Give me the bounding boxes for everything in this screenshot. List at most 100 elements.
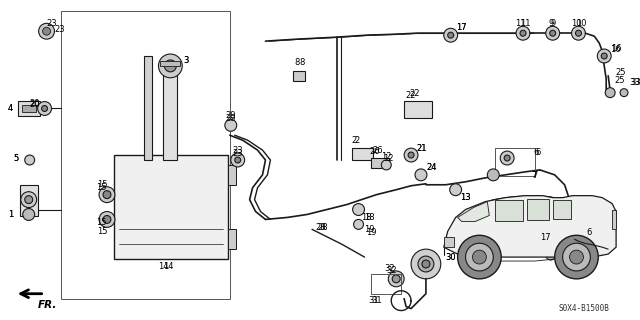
Text: 3: 3 xyxy=(183,56,189,66)
Text: 21: 21 xyxy=(416,144,426,153)
Bar xyxy=(114,155,228,259)
Circle shape xyxy=(353,204,365,215)
Text: 6: 6 xyxy=(533,148,538,156)
Text: 32: 32 xyxy=(385,264,395,274)
Text: 30: 30 xyxy=(445,252,456,261)
Text: 7: 7 xyxy=(586,251,592,260)
Circle shape xyxy=(25,155,35,165)
Circle shape xyxy=(404,148,418,162)
Text: 26: 26 xyxy=(369,147,380,156)
Text: 13: 13 xyxy=(460,193,470,202)
Polygon shape xyxy=(444,196,616,257)
Polygon shape xyxy=(458,202,490,221)
Text: S0X4-B1500B: S0X4-B1500B xyxy=(559,304,610,313)
Text: 7: 7 xyxy=(532,171,538,180)
Text: 6: 6 xyxy=(586,228,592,237)
Circle shape xyxy=(38,101,51,116)
Text: 5: 5 xyxy=(14,154,19,163)
Text: 2: 2 xyxy=(354,136,359,145)
Text: 13: 13 xyxy=(460,193,470,202)
Circle shape xyxy=(164,60,176,72)
Circle shape xyxy=(99,212,115,227)
Circle shape xyxy=(415,169,427,181)
Text: 16: 16 xyxy=(611,44,622,52)
Circle shape xyxy=(465,243,493,271)
Circle shape xyxy=(556,234,570,248)
Text: 28: 28 xyxy=(317,223,328,232)
Text: 27: 27 xyxy=(540,213,550,222)
Circle shape xyxy=(504,155,510,161)
Bar xyxy=(22,105,36,112)
Circle shape xyxy=(620,89,628,97)
Text: 15: 15 xyxy=(96,183,107,192)
Text: 15: 15 xyxy=(97,180,108,189)
Text: 24: 24 xyxy=(426,164,436,172)
Bar xyxy=(18,100,40,116)
Bar xyxy=(527,199,548,220)
Circle shape xyxy=(550,30,556,36)
Circle shape xyxy=(570,250,584,264)
Bar xyxy=(228,165,236,185)
Text: 20: 20 xyxy=(29,99,40,108)
Bar xyxy=(163,66,177,160)
Text: 5: 5 xyxy=(14,154,19,163)
Circle shape xyxy=(572,26,586,40)
Circle shape xyxy=(225,119,237,131)
Text: 22: 22 xyxy=(409,89,420,98)
Text: 1: 1 xyxy=(8,210,13,219)
Bar xyxy=(61,12,230,299)
Text: 18: 18 xyxy=(365,213,375,222)
Text: 24: 24 xyxy=(426,164,436,172)
Bar xyxy=(293,71,305,81)
Circle shape xyxy=(532,226,538,232)
Circle shape xyxy=(487,169,499,181)
Text: 9: 9 xyxy=(551,19,556,28)
Circle shape xyxy=(559,238,566,244)
Circle shape xyxy=(99,187,115,203)
Circle shape xyxy=(42,106,47,111)
Circle shape xyxy=(458,235,501,279)
Circle shape xyxy=(43,27,51,35)
Bar xyxy=(550,229,589,257)
Circle shape xyxy=(444,28,458,42)
Circle shape xyxy=(354,220,364,229)
Text: 27: 27 xyxy=(540,213,550,222)
Circle shape xyxy=(529,204,541,215)
Text: 4: 4 xyxy=(8,104,13,113)
Text: 14: 14 xyxy=(163,262,174,271)
Text: 7: 7 xyxy=(586,251,592,260)
Text: 31: 31 xyxy=(371,296,382,305)
Circle shape xyxy=(418,256,434,272)
Bar xyxy=(553,200,570,220)
Circle shape xyxy=(520,30,526,36)
Text: 25: 25 xyxy=(614,76,625,85)
Circle shape xyxy=(448,32,454,38)
Circle shape xyxy=(381,160,391,170)
Text: 18: 18 xyxy=(362,213,372,222)
Text: 17: 17 xyxy=(456,23,467,32)
Text: 8: 8 xyxy=(294,59,300,68)
Text: 1: 1 xyxy=(8,210,13,219)
Text: 26: 26 xyxy=(372,146,383,155)
Text: 25: 25 xyxy=(615,68,626,77)
Text: 17: 17 xyxy=(456,23,467,32)
Circle shape xyxy=(159,54,182,78)
Circle shape xyxy=(555,235,598,279)
Bar xyxy=(371,158,389,168)
Text: 10: 10 xyxy=(572,19,582,28)
Text: 15: 15 xyxy=(96,218,107,227)
Circle shape xyxy=(516,26,530,40)
Bar xyxy=(371,274,401,294)
Text: 23: 23 xyxy=(54,25,65,34)
Circle shape xyxy=(575,30,581,36)
Text: 16: 16 xyxy=(610,44,621,53)
Circle shape xyxy=(411,249,441,279)
Text: 29: 29 xyxy=(226,114,236,123)
Text: 3: 3 xyxy=(183,56,189,66)
Text: 21: 21 xyxy=(416,144,426,153)
Text: 30: 30 xyxy=(445,252,456,261)
Text: 22: 22 xyxy=(406,91,416,100)
Text: 11: 11 xyxy=(520,19,531,28)
Circle shape xyxy=(392,275,400,283)
Text: 6: 6 xyxy=(586,230,592,239)
